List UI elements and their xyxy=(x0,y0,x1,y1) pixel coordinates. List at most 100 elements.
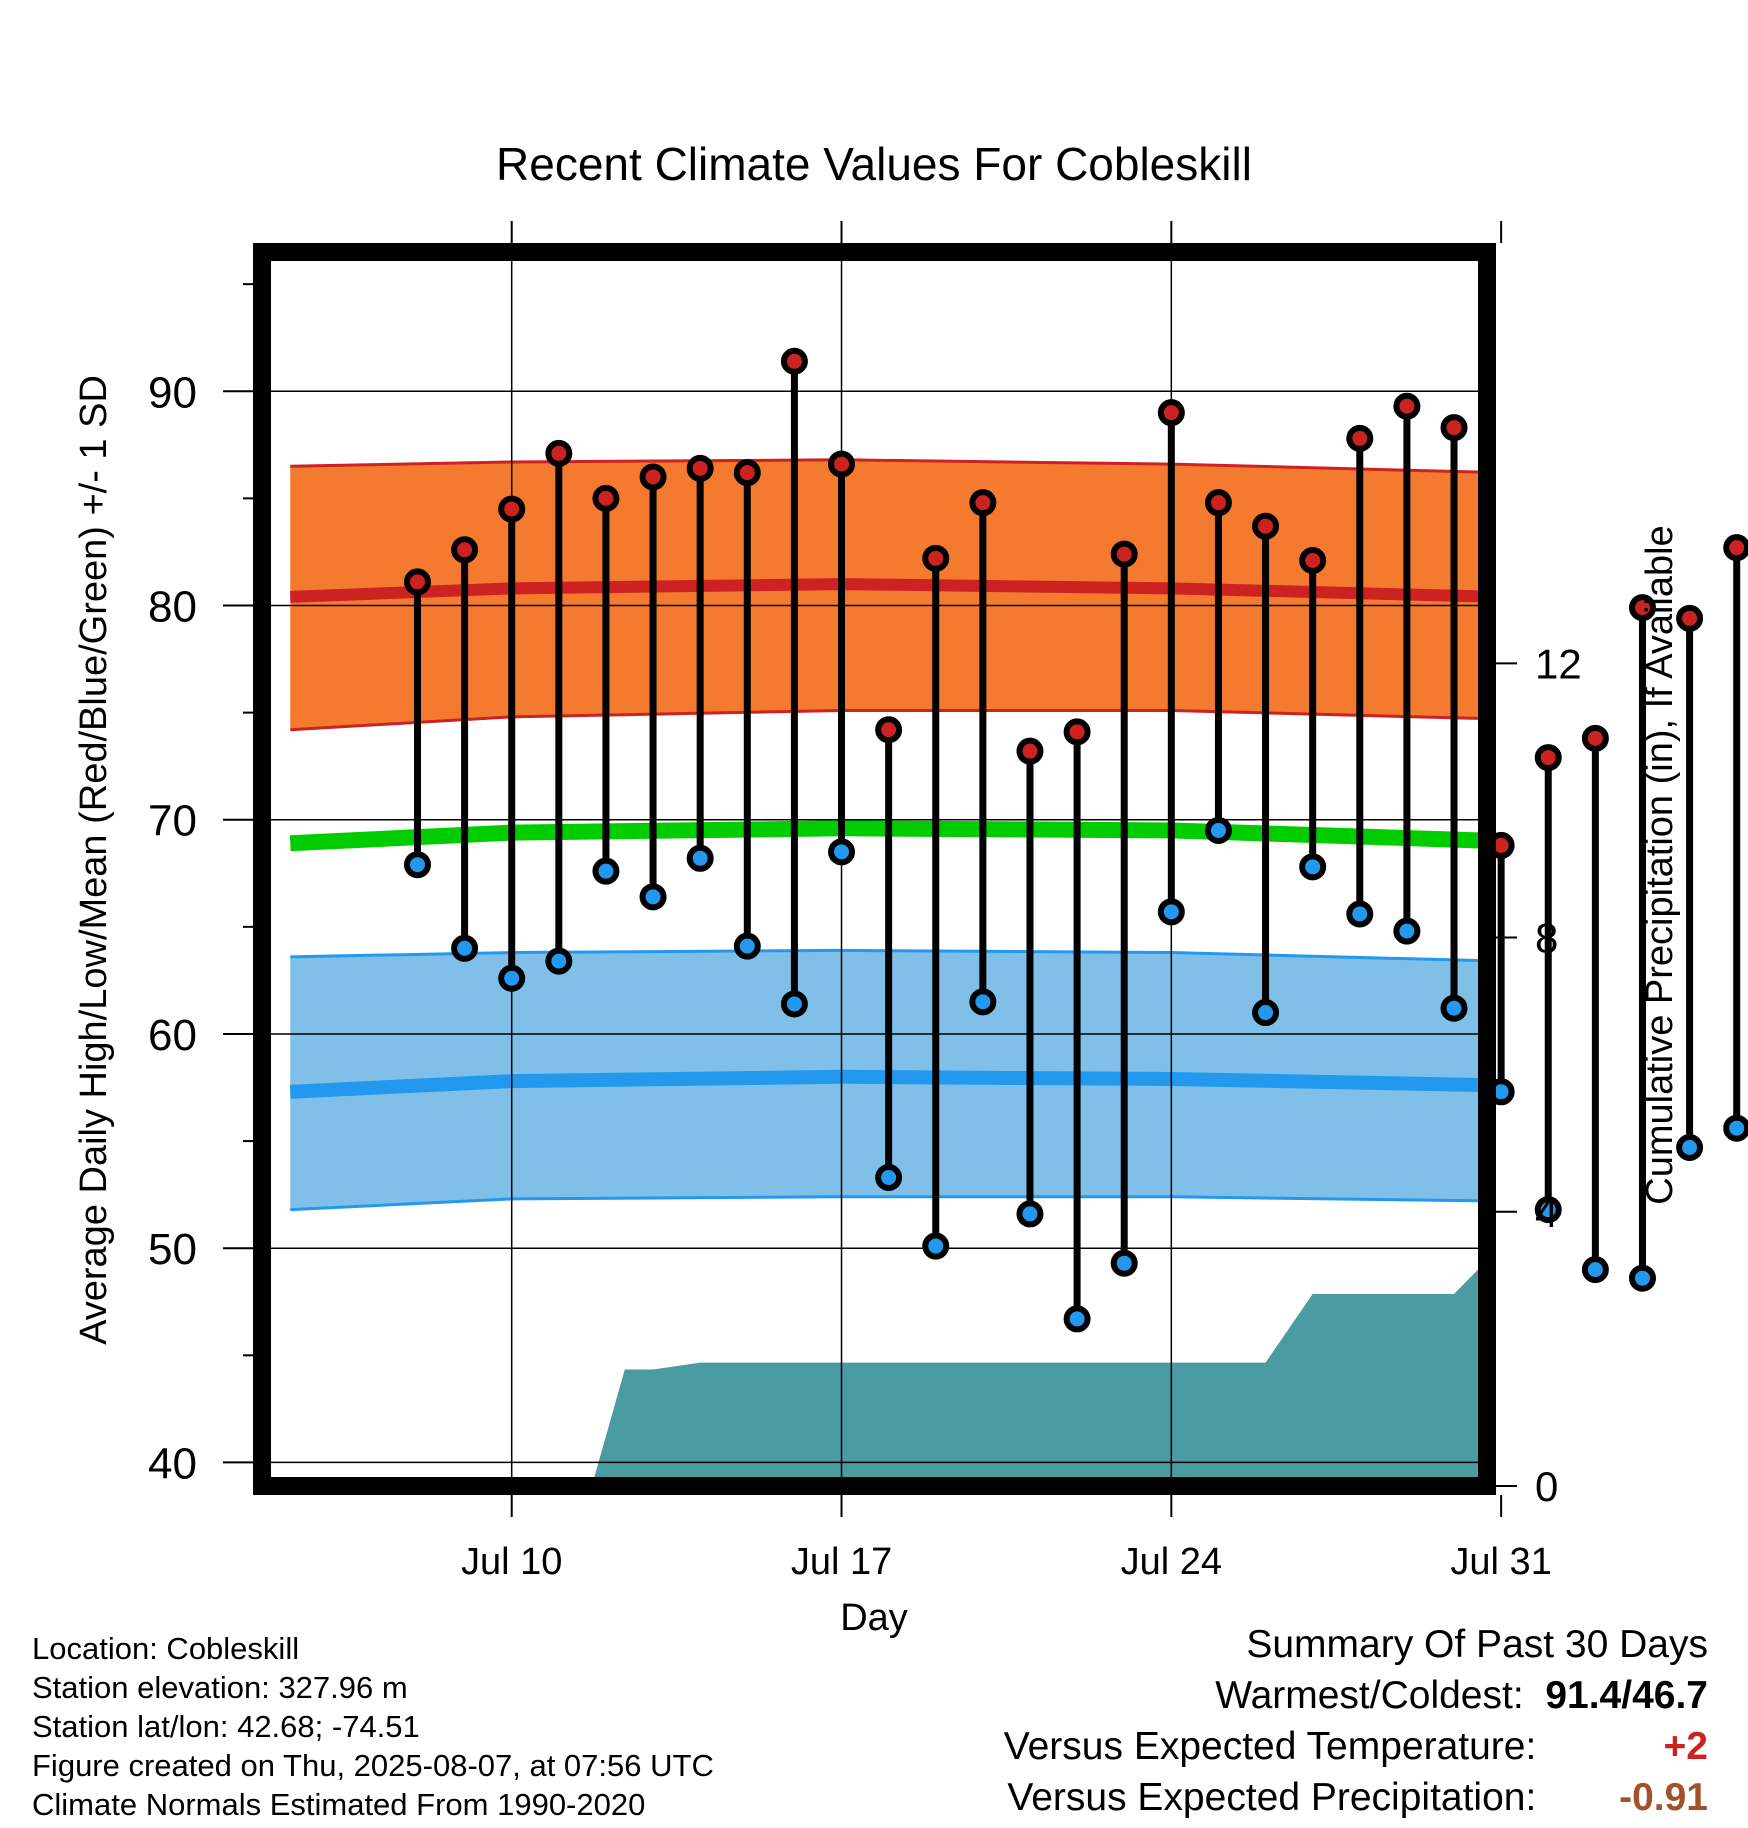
daily-low-point xyxy=(498,964,526,992)
precipitation-area xyxy=(262,1260,1487,1486)
daily-high-point xyxy=(498,495,526,523)
daily-high-point xyxy=(1016,737,1044,765)
daily-low-point xyxy=(1723,1114,1748,1142)
daily-high-point xyxy=(403,568,431,596)
daily-low-point xyxy=(1676,1134,1704,1162)
summary-temp-row: Versus Expected Temperature: +2 xyxy=(1004,1721,1708,1772)
high-sd-band-lower-edge xyxy=(290,708,1487,732)
temp-value: +2 xyxy=(1663,1725,1708,1768)
daily-low-point xyxy=(828,838,856,866)
daily-low-point xyxy=(1016,1200,1044,1228)
y-axis-label: Average Daily High/Low/Mean (Red/Blue/Gr… xyxy=(73,375,115,1345)
y2-tick-label: 12 xyxy=(1535,640,1582,687)
daily-low-point xyxy=(1581,1256,1609,1284)
daily-low-point xyxy=(969,988,997,1016)
daily-low-point xyxy=(592,857,620,885)
daily-low-point xyxy=(733,932,761,960)
low-sd-band-lower-edge xyxy=(290,1195,1487,1212)
daily-low-point xyxy=(1346,900,1374,928)
daily-low-point xyxy=(1299,853,1327,881)
daily-low-point xyxy=(1440,994,1468,1022)
y-tick-label: 50 xyxy=(148,1225,197,1274)
daily-high-point xyxy=(969,489,997,517)
location-text: Location: Cobleskill xyxy=(32,1631,300,1666)
daily-low-point xyxy=(780,990,808,1018)
daily-high-point xyxy=(1393,392,1421,420)
x-tick-label: Jul 17 xyxy=(791,1541,892,1583)
daily-high-point xyxy=(1628,594,1656,622)
warmest-value: 91.4/46.7 xyxy=(1545,1674,1708,1717)
y-tick-label: 60 xyxy=(148,1011,197,1060)
warmest-label: Warmest/Coldest: xyxy=(1215,1674,1524,1717)
daily-high-point xyxy=(545,439,573,467)
summary-panel: Summary Of Past 30 Days Warmest/Coldest:… xyxy=(1004,1619,1708,1823)
daily-high-point xyxy=(922,544,950,572)
daily-high-point xyxy=(1157,399,1185,427)
daily-high-point xyxy=(1252,512,1280,540)
daily-low-point xyxy=(1252,999,1280,1027)
daily-high-point xyxy=(733,459,761,487)
daily-high-point xyxy=(1581,724,1609,752)
daily-high-point xyxy=(1440,414,1468,442)
plot-area xyxy=(262,252,1487,1486)
summary-title: Summary Of Past 30 Days xyxy=(1246,1623,1708,1666)
y-tick-label: 90 xyxy=(148,368,197,417)
precip-value: -0.91 xyxy=(1619,1776,1708,1819)
y2-axis-label: Cumulative Precipitation (in), If Availa… xyxy=(1639,525,1681,1204)
daily-high-point xyxy=(875,716,903,744)
daily-high-point xyxy=(1063,718,1091,746)
low-sd-band xyxy=(290,950,1487,1210)
x-tick-label: Jul 10 xyxy=(461,1541,562,1583)
daily-low-point xyxy=(451,934,479,962)
created-text: Figure created on Thu, 2025-08-07, at 07… xyxy=(32,1748,714,1783)
y2-tick-label: 8 xyxy=(1535,915,1558,962)
daily-low-point xyxy=(1110,1249,1138,1277)
daily-low-point xyxy=(1204,816,1232,844)
temp-label: Versus Expected Temperature: xyxy=(1003,1725,1537,1768)
high-normal-line xyxy=(290,578,1487,603)
daily-high-point xyxy=(1534,744,1562,772)
daily-high-point xyxy=(828,450,856,478)
daily-low-point xyxy=(1534,1196,1562,1224)
plot-frame xyxy=(253,243,1496,1495)
daily-high-point xyxy=(1346,424,1374,452)
daily-high-point xyxy=(639,463,667,491)
elevation-text: Station elevation: 327.96 m xyxy=(32,1670,408,1705)
daily-low-point xyxy=(1063,1305,1091,1333)
daily-low-point xyxy=(545,947,573,975)
daily-high-point xyxy=(1299,547,1327,574)
daily-high-point xyxy=(686,454,714,482)
y-tick-label: 70 xyxy=(148,797,197,846)
daily-high-point xyxy=(1723,534,1748,562)
daily-low-point xyxy=(875,1164,903,1191)
latlon-text: Station lat/lon: 42.68; -74.51 xyxy=(32,1709,420,1744)
normals-text: Climate Normals Estimated From 1990-2020 xyxy=(32,1787,646,1822)
daily-high-point xyxy=(780,347,808,375)
daily-high-point xyxy=(592,484,620,512)
y-tick-label: 40 xyxy=(148,1439,197,1488)
mean-normal-line xyxy=(289,820,1487,852)
y2-tick-label: 0 xyxy=(1535,1463,1558,1510)
chart-title: Recent Climate Values For Cobleskill xyxy=(496,138,1252,190)
high-sd-band xyxy=(290,459,1487,730)
summary-warmest-row: Warmest/Coldest: 91.4/46.7 xyxy=(1004,1670,1708,1721)
summary-precip-row: Versus Expected Precipitation: -0.91 xyxy=(1004,1772,1708,1823)
daily-high-point xyxy=(1110,540,1138,568)
daily-low-point xyxy=(1393,917,1421,945)
x-tick-label: Jul 31 xyxy=(1450,1541,1551,1583)
y2-tick-label: 4 xyxy=(1535,1189,1558,1236)
precip-label: Versus Expected Precipitation: xyxy=(1007,1776,1537,1819)
x-axis-label: Day xyxy=(840,1597,908,1639)
daily-low-point xyxy=(1157,898,1185,926)
daily-high-point xyxy=(1676,604,1704,632)
daily-low-point xyxy=(922,1232,950,1260)
daily-low-point xyxy=(639,883,667,911)
daily-high-point xyxy=(451,536,479,564)
station-info: Location: Cobleskill Station elevation: … xyxy=(32,1629,714,1824)
low-normal-line xyxy=(289,1069,1487,1099)
daily-low-point xyxy=(686,844,714,872)
daily-low-point xyxy=(1628,1264,1656,1292)
daily-high-point xyxy=(1204,489,1232,517)
y-tick-label: 80 xyxy=(148,582,197,631)
